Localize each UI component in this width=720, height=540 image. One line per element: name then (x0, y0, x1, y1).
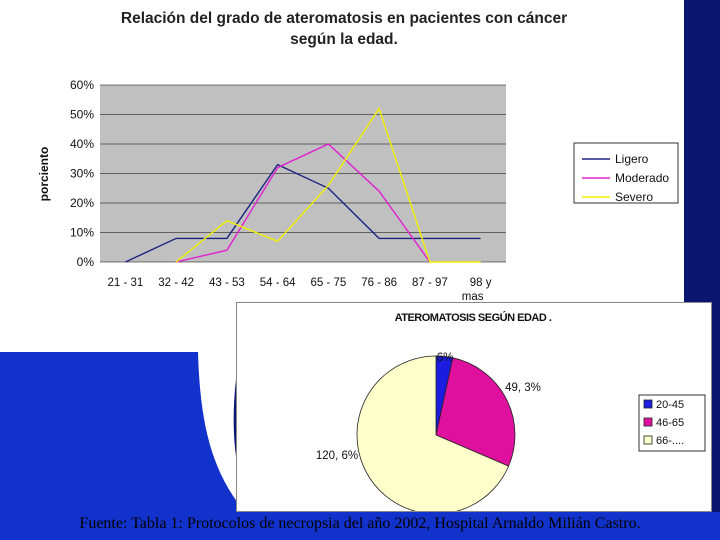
pie-legend-label: 46-65 (656, 417, 684, 429)
x-tick-label: 65 - 75 (310, 277, 346, 289)
chart-legend: Ligero Moderado Severo (573, 142, 679, 204)
pie-slice-3 (356, 355, 510, 515)
x-tick-label: 87 - 97 (412, 277, 448, 289)
pie-chart-title: ATEROMATOSIS SEGÚN EDAD . (395, 311, 552, 324)
pie-legend-swatch (643, 417, 653, 427)
y-tick-label: 10% (70, 226, 94, 240)
series-line-severo (175, 107, 481, 263)
chart-title-line2: según la edad. (290, 31, 398, 48)
x-tick-label: 32 - 42 (158, 277, 194, 289)
pie-data-label: 6% (437, 352, 454, 364)
pie-legend-label: 66-.... (656, 435, 684, 447)
y-tick-label: 30% (70, 167, 94, 181)
background-bottom-band (0, 512, 720, 540)
x-tick-label: 43 - 53 (209, 277, 245, 289)
pie-chart-panel: ATEROMATOSIS SEGÚN EDAD . 6% 49, 3% 120, 6… (236, 302, 712, 515)
pie-legend-label: 20-45 (656, 399, 684, 411)
legend-label: Ligero (615, 152, 649, 166)
background-blue-sweep (0, 352, 245, 540)
y-tick-label: 0% (77, 255, 95, 269)
legend-label: Severo (615, 190, 653, 204)
y-axis-label: porciento (37, 147, 51, 202)
x-tick-label: 54 - 64 (260, 277, 296, 289)
pie-legend: 20-45 46-65 66-.... (638, 394, 706, 452)
legend-label: Moderado (615, 171, 669, 185)
y-tick-label: 40% (70, 137, 94, 151)
y-tick-label: 20% (70, 196, 94, 210)
series-line-moderado (175, 143, 431, 263)
pie-chart: ATEROMATOSIS SEGÚN EDAD . 6% 49, 3% 120, 6… (316, 311, 706, 515)
y-tick-label: 50% (70, 108, 94, 122)
pie-slice-2 (435, 357, 516, 467)
pie-data-label: 120, 6% (316, 450, 358, 462)
x-tick-label: 21 - 31 (107, 277, 143, 289)
source-caption: Fuente: Tabla 1: Protocolos de necropsia… (79, 515, 641, 532)
x-tick-label: 76 - 86 (361, 277, 397, 289)
y-tick-label: 60% (70, 78, 94, 92)
line-chart: Relación del grado de ateromatosis en pa… (37, 10, 679, 303)
pie-data-label: 49, 3% (505, 382, 541, 394)
pie-legend-swatch (643, 435, 653, 445)
line-chart-panel: Relación del grado de ateromatosis en pa… (6, 6, 684, 352)
pie-legend-swatch (643, 399, 653, 409)
x-tick-label: 98 y mas (462, 277, 492, 303)
chart-title-line1: Relación del grado de ateromatosis en pa… (121, 10, 567, 27)
